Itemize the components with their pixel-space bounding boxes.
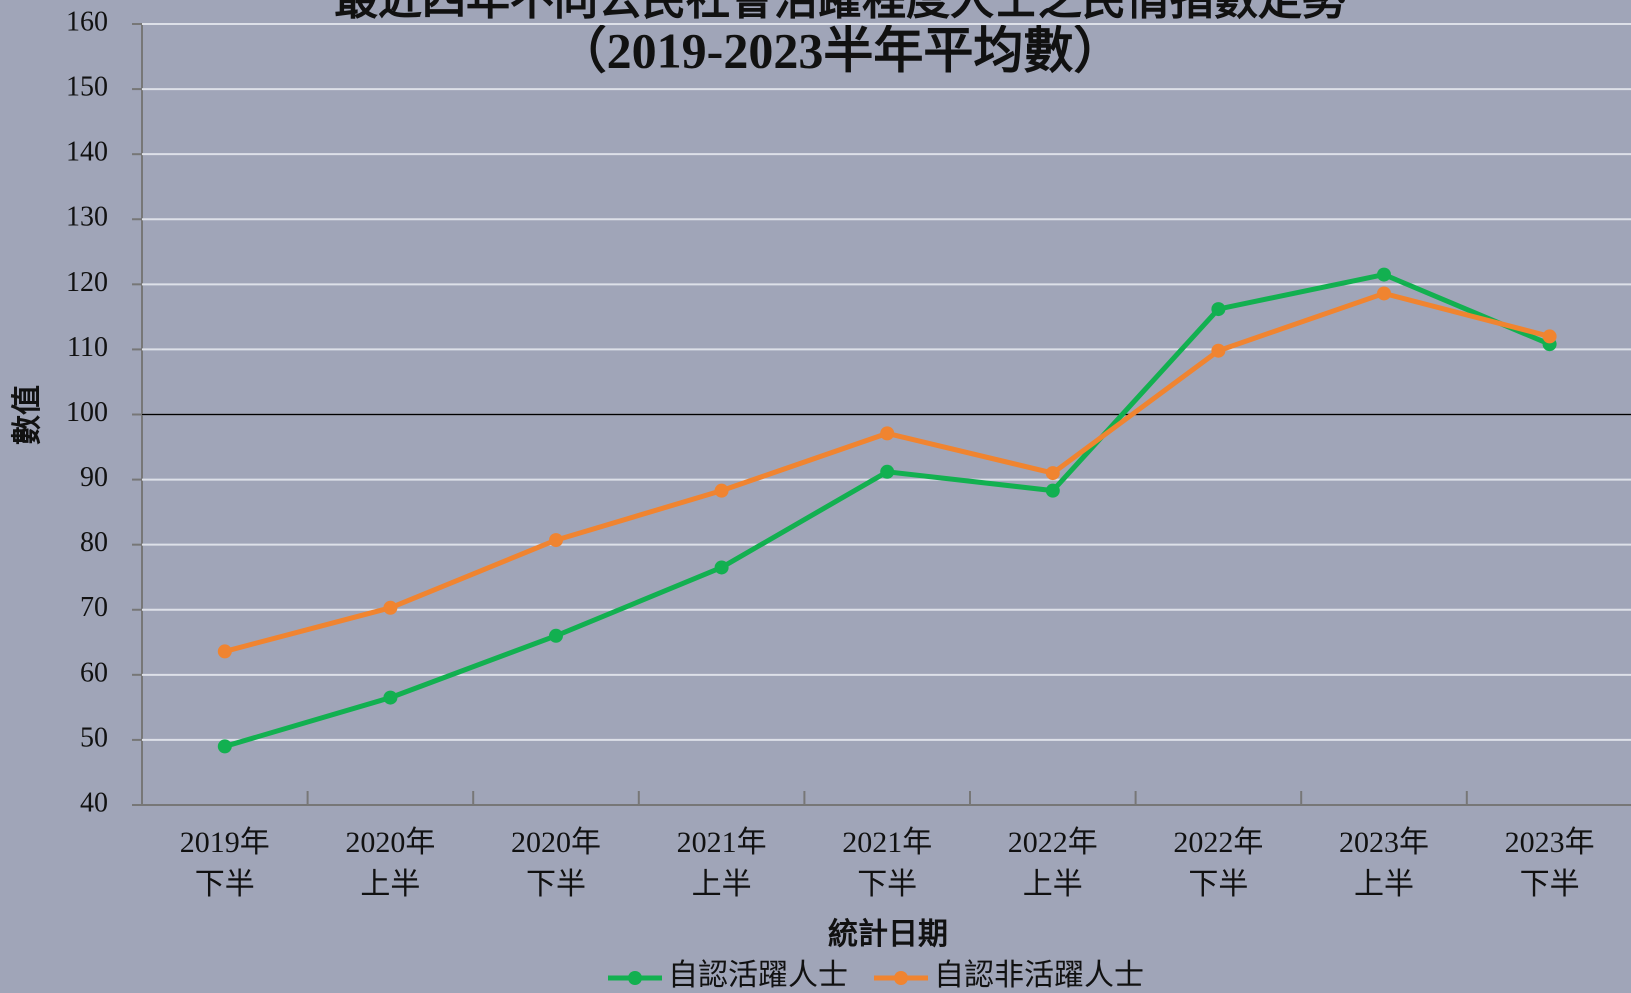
x-tick-label: 2019年 下半 bbox=[179, 826, 270, 901]
x-tick-label: 2022年 上半 bbox=[1007, 826, 1098, 901]
data-point bbox=[1542, 329, 1557, 344]
y-tick-label: 100 bbox=[66, 397, 108, 428]
y-tick-label: 130 bbox=[66, 202, 108, 233]
data-point bbox=[714, 483, 729, 498]
y-tick-label: 70 bbox=[80, 592, 108, 623]
data-point bbox=[1211, 302, 1226, 317]
y-tick-label: 150 bbox=[66, 72, 108, 103]
x-tick-label: 2020年 上半 bbox=[345, 826, 436, 901]
legend-label: 自認活躍人士 bbox=[668, 959, 848, 992]
data-point bbox=[714, 560, 729, 575]
data-point bbox=[549, 628, 563, 643]
x-axis-label: 統計日期 bbox=[828, 917, 948, 951]
x-tick-label: 2023年 下半 bbox=[1504, 826, 1595, 901]
data-point bbox=[383, 600, 398, 615]
legend-marker bbox=[628, 971, 642, 985]
x-tick-label: 2021年 下半 bbox=[842, 826, 933, 901]
y-tick-label: 60 bbox=[80, 657, 108, 688]
data-point bbox=[1045, 466, 1060, 481]
data-point bbox=[1211, 343, 1226, 358]
data-point bbox=[1377, 267, 1391, 282]
x-tick-label: 2023年 上半 bbox=[1339, 826, 1429, 901]
data-point bbox=[383, 690, 398, 705]
y-tick-label: 110 bbox=[67, 332, 108, 363]
y-tick-label: 80 bbox=[80, 527, 108, 558]
chart-title: 最近四年不同公民社會活躍程度人士之民情指數走勢 bbox=[334, 0, 1346, 24]
x-tick-label: 2021年 上半 bbox=[676, 826, 767, 901]
y-tick-label: 140 bbox=[66, 137, 108, 168]
legend-marker bbox=[894, 971, 908, 985]
data-point bbox=[880, 464, 895, 479]
y-tick-label: 50 bbox=[80, 722, 108, 753]
data-point bbox=[549, 533, 563, 548]
y-tick-label: 40 bbox=[80, 787, 108, 818]
x-tick-label: 2020年 下半 bbox=[511, 826, 601, 901]
y-tick-label: 120 bbox=[66, 267, 108, 298]
data-point bbox=[880, 426, 895, 441]
data-point bbox=[217, 739, 232, 754]
y-tick-label: 90 bbox=[80, 462, 108, 493]
data-point bbox=[217, 644, 232, 659]
chart-subtitle: （2019-2023半年平均數） bbox=[557, 22, 1124, 78]
y-tick-label: 160 bbox=[66, 6, 108, 37]
legend-label: 自認非活躍人士 bbox=[934, 959, 1144, 992]
data-point bbox=[1377, 286, 1391, 301]
x-tick-label: 2022年 下半 bbox=[1173, 826, 1264, 901]
data-point bbox=[1045, 483, 1060, 498]
y-axis-label: 數值 bbox=[11, 385, 44, 445]
